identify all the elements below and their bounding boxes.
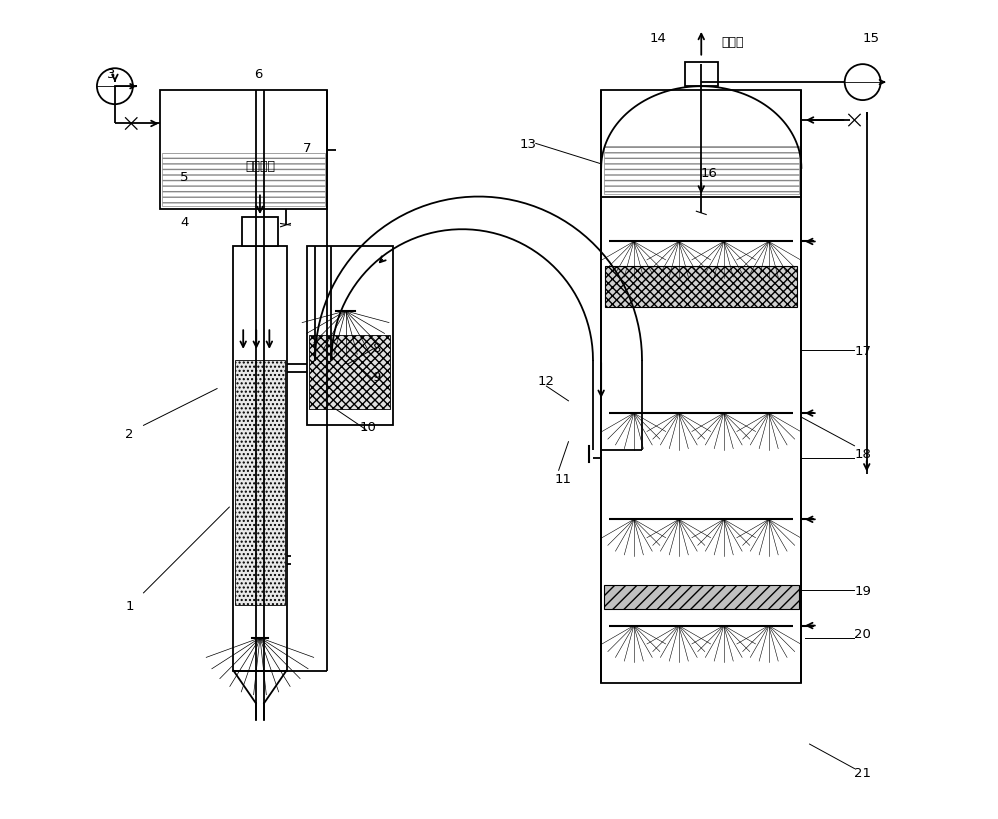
Text: 净化气: 净化气 (722, 36, 745, 48)
Text: 2: 2 (126, 428, 134, 441)
Text: 18: 18 (854, 448, 871, 461)
Bar (309, 336, 390, 410)
Bar (160, 91, 327, 210)
Bar (605, 267, 797, 307)
Bar (601, 152, 801, 683)
Bar (601, 91, 801, 197)
Text: 19: 19 (854, 584, 871, 597)
Text: 20: 20 (854, 627, 871, 640)
Bar (604, 147, 799, 195)
Text: 12: 12 (538, 374, 555, 387)
Text: 8: 8 (372, 342, 380, 355)
Text: 9: 9 (372, 370, 380, 383)
Bar (234, 247, 286, 671)
Text: 含汞烟气: 含汞烟气 (245, 160, 275, 173)
Text: 13: 13 (519, 138, 536, 151)
Bar (242, 218, 278, 247)
Text: 15: 15 (862, 32, 879, 44)
Text: 11: 11 (554, 473, 571, 486)
Bar (163, 154, 325, 207)
Text: 17: 17 (854, 344, 871, 357)
Text: 21: 21 (854, 767, 871, 779)
Text: 1: 1 (126, 599, 134, 612)
Text: 3: 3 (107, 68, 115, 81)
Text: 6: 6 (253, 68, 262, 81)
Text: 4: 4 (181, 215, 189, 229)
Bar (685, 62, 718, 87)
Bar (604, 585, 799, 609)
Bar (236, 360, 284, 605)
Text: 10: 10 (360, 421, 376, 434)
Text: 7: 7 (302, 142, 311, 155)
Text: 16: 16 (701, 166, 718, 179)
Text: 14: 14 (650, 32, 667, 44)
Bar (307, 247, 393, 426)
Text: 5: 5 (180, 170, 189, 183)
